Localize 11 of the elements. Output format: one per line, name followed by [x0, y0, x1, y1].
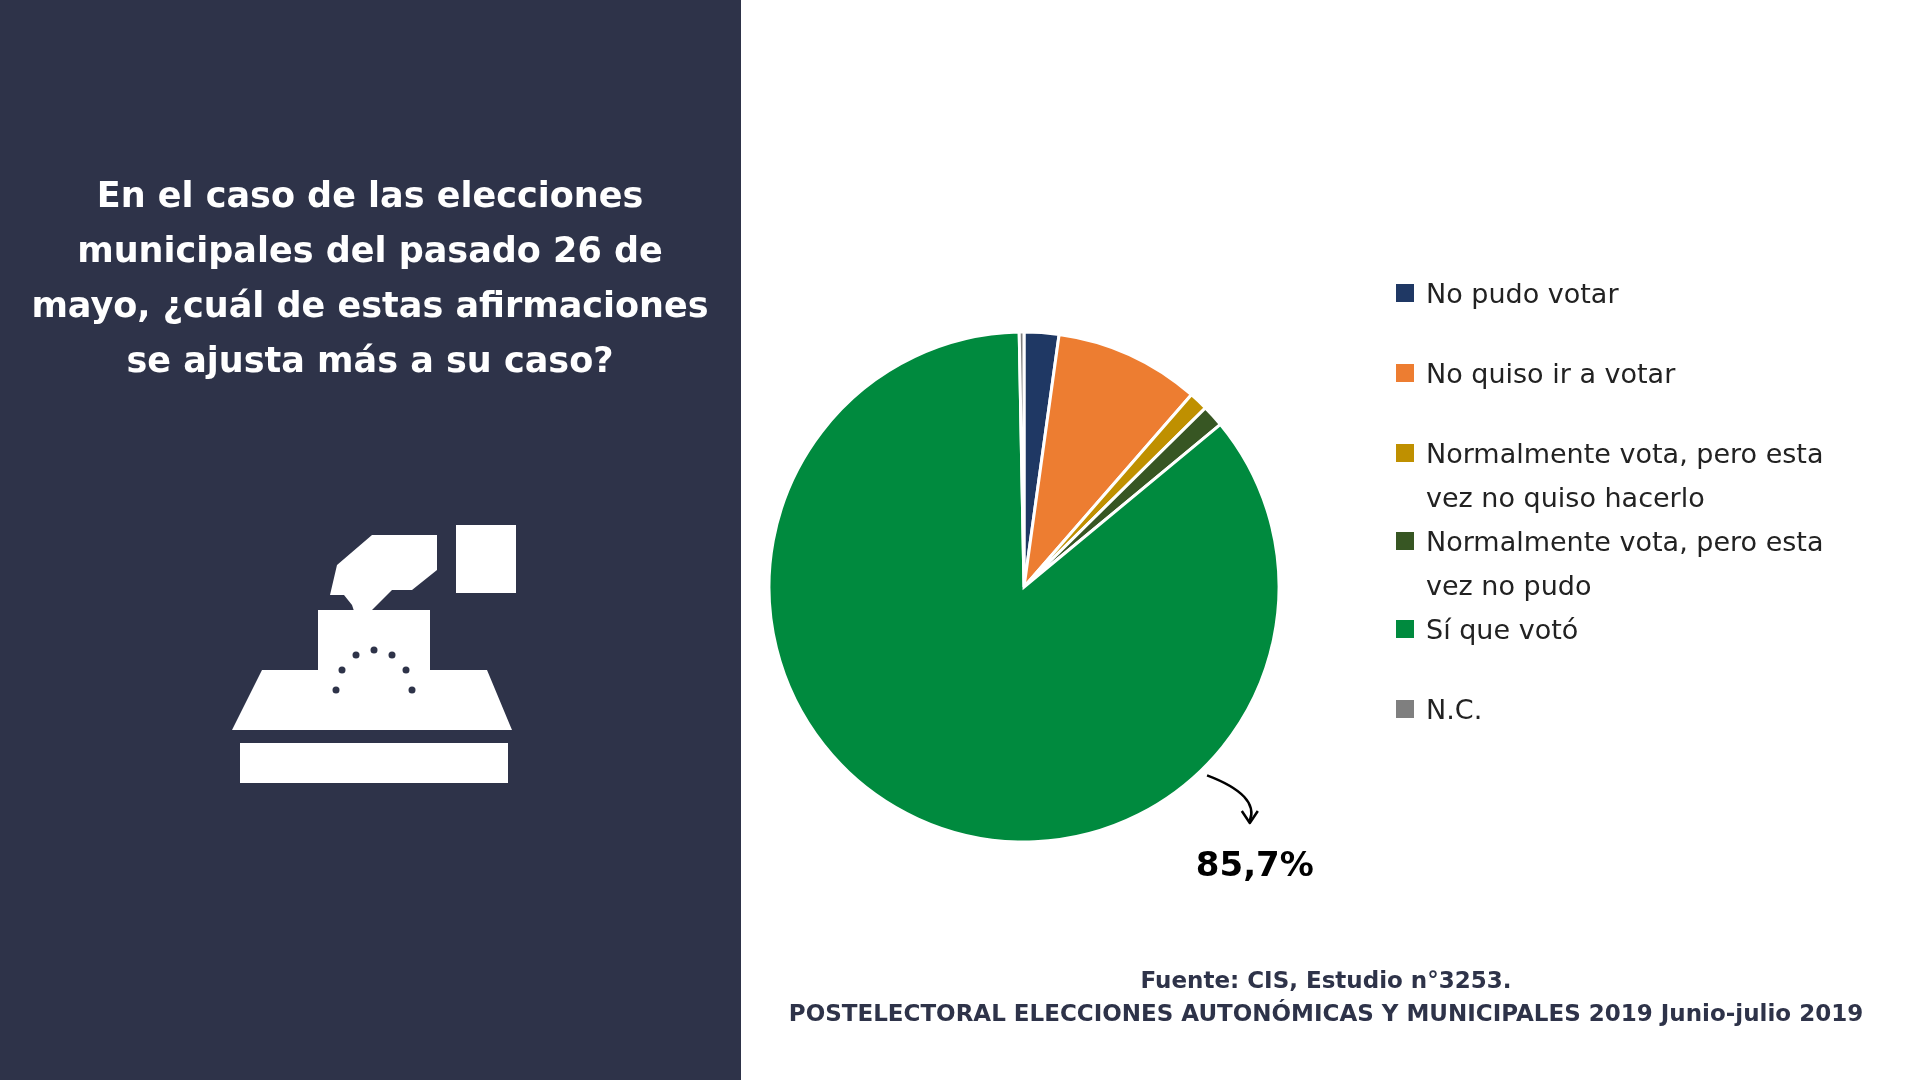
- legend-label: Normalmente vota, pero esta vez no quiso hacerlo: [1426, 437, 1825, 515]
- legend-label: Sí que votó: [1426, 613, 1579, 647]
- data-label: 85,7%: [1195, 843, 1314, 884]
- text: POSTELECTORAL ELECCIONES AUTONÓMICAS Y MUNICIPALES 2019 Junio-julio 2019: [787, 998, 1865, 1028]
- source-note: Fuente: CIS, Estudio n°3253.: [1139, 966, 1513, 995]
- legend-label: No quiso ir a votar: [1426, 357, 1676, 391]
- text: En el caso de las elecciones municipales del pasado 26 de mayo, ¿cuál de estas afirmaciones se ajusta más a su caso?: [30, 174, 710, 382]
- pie-slice: [767, 330, 1281, 844]
- legend-label: N.C.: [1426, 693, 1483, 727]
- legend-label: No pudo votar: [1426, 277, 1619, 311]
- legend-label: Normalmente vota, pero esta vez no pudo: [1426, 525, 1825, 603]
